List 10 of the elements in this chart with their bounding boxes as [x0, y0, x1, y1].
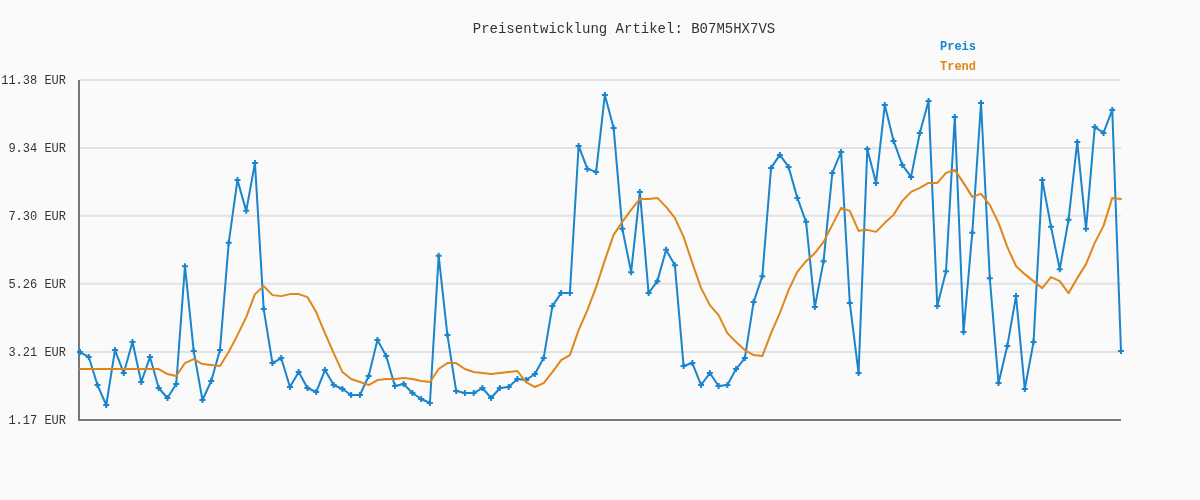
y-tick-label: 7.30 EUR — [8, 210, 66, 225]
y-tick-label: 9.34 EUR — [8, 142, 66, 157]
text: Preis — [940, 40, 977, 54]
text: Trend — [940, 60, 977, 74]
chart-title: Preisentwicklung Artikel: B07M5HX7VS — [472, 21, 776, 37]
y-tick-label: 11.38 EUR — [1, 74, 66, 89]
y-tick-label: 3.21 EUR — [8, 346, 66, 361]
y-tick-label: 1.17 EUR — [8, 414, 66, 429]
line-series — [79, 168, 1122, 389]
y-tick-label: 5.26 EUR — [8, 278, 66, 292]
